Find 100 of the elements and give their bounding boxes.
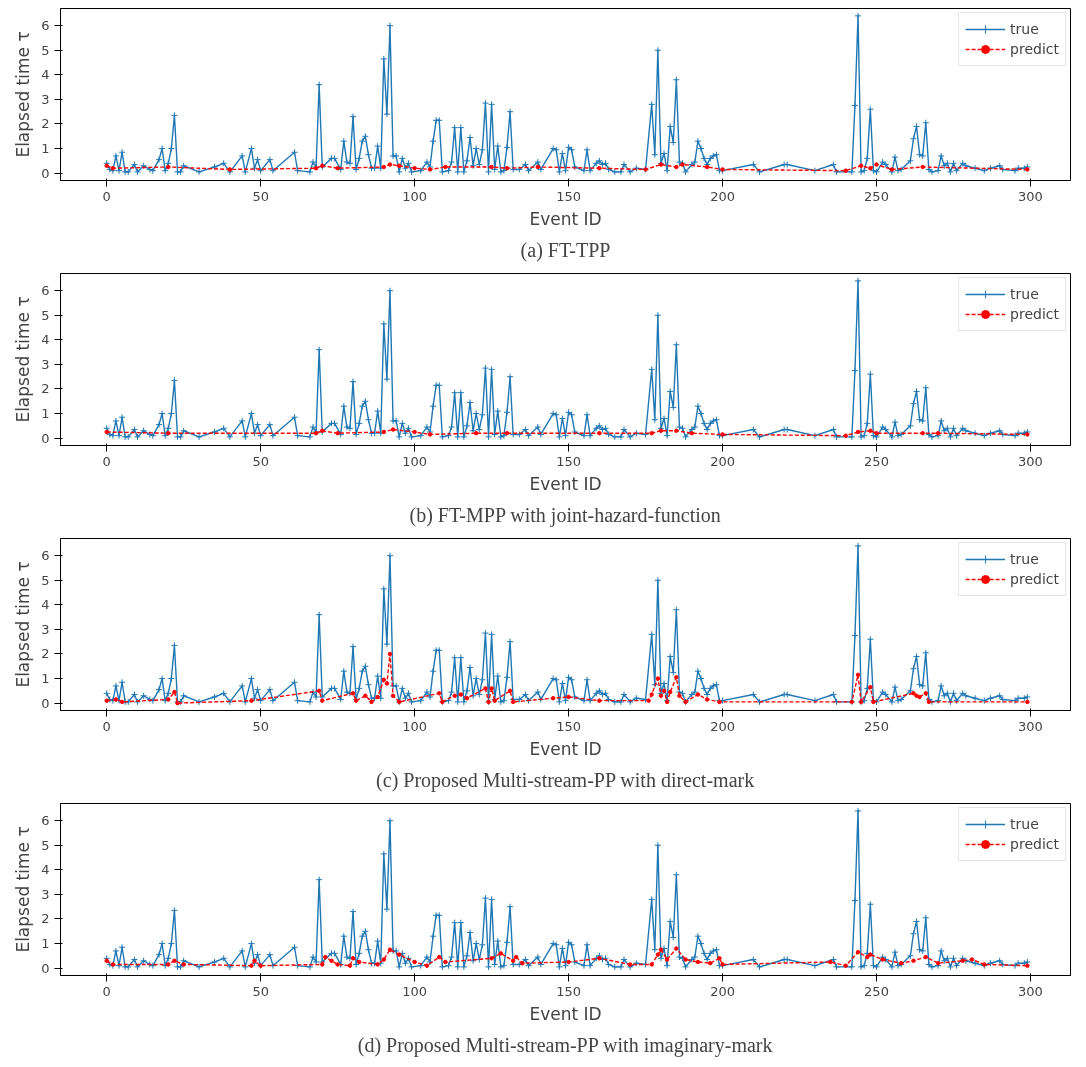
y-tick-label: 3: [41, 356, 50, 372]
point: [926, 699, 932, 705]
y-axis-title: Elapsed time τ: [13, 826, 34, 953]
point: [390, 427, 396, 432]
x-tick-label: 100: [402, 718, 428, 734]
y-tick-label: 4: [41, 332, 50, 348]
point: [181, 962, 186, 967]
x-axis-title: Event ID: [529, 208, 602, 229]
legend-label: true: [1010, 551, 1039, 567]
point: [597, 165, 602, 171]
point: [375, 694, 380, 700]
legend-label: predict: [1010, 571, 1059, 587]
point: [104, 429, 109, 435]
x-tick-label: 0: [102, 718, 111, 734]
point: [166, 430, 171, 436]
point: [969, 957, 975, 962]
point: [865, 954, 870, 960]
legend-label: predict: [1010, 836, 1059, 852]
point: [655, 952, 661, 957]
point: [550, 695, 556, 701]
x-tick-label: 300: [1018, 983, 1043, 999]
point: [935, 960, 941, 966]
x-tick-label: 150: [556, 453, 581, 469]
point: [1025, 167, 1030, 172]
y-tick-label: 1: [41, 936, 50, 952]
x-tick-label: 100: [402, 983, 428, 999]
point: [427, 167, 433, 172]
x-tick-label: 200: [710, 718, 735, 734]
y-tick-label: 6: [41, 283, 50, 299]
point: [316, 688, 322, 694]
x-tick-label: 300: [1018, 718, 1043, 734]
point: [649, 430, 654, 436]
point: [443, 959, 448, 965]
point: [874, 162, 879, 167]
text: (b) FT-MPP with joint-hazard-function: [409, 503, 721, 527]
x-tick-label: 0: [102, 983, 111, 999]
point: [249, 963, 254, 968]
point: [920, 430, 925, 436]
y-tick-label: 4: [41, 862, 50, 878]
x-tick-label: 250: [864, 188, 889, 204]
x-tick-label: 0: [102, 453, 111, 469]
point: [387, 162, 393, 167]
y-axis-title: Elapsed time τ: [13, 296, 34, 423]
x-tick-label: 250: [864, 718, 889, 734]
point: [412, 165, 417, 171]
x-tick-label: 300: [1018, 188, 1043, 204]
y-tick-label: 6: [41, 813, 50, 829]
point: [674, 164, 679, 170]
point: [868, 952, 873, 957]
point: [674, 675, 679, 680]
point: [356, 959, 362, 965]
point: [384, 681, 390, 686]
point: [329, 958, 334, 963]
legend-label: true: [1010, 816, 1039, 832]
point: [1025, 432, 1030, 437]
y-tick-label: 0: [41, 960, 50, 976]
x-tick-label: 250: [864, 983, 889, 999]
x-tick-label: 250: [864, 453, 889, 469]
y-tick-label: 1: [41, 671, 50, 687]
y-tick-label: 6: [41, 548, 50, 564]
text: (c) Proposed Multi-stream-PP with direct-mark: [376, 768, 755, 792]
y-tick-label: 5: [41, 307, 50, 323]
point: [335, 430, 340, 436]
point: [504, 430, 510, 436]
point: [649, 692, 654, 697]
point: [935, 430, 941, 436]
point: [695, 692, 701, 697]
point: [597, 956, 602, 961]
point: [510, 958, 516, 963]
y-tick-label: 1: [41, 141, 50, 157]
point: [566, 959, 571, 965]
point: [381, 677, 387, 683]
y-tick-label: 0: [41, 695, 50, 711]
y-tick-label: 3: [41, 886, 50, 902]
point: [412, 959, 417, 965]
point: [843, 168, 848, 173]
x-tick-label: 100: [402, 188, 428, 204]
point: [520, 960, 525, 966]
point: [874, 430, 879, 436]
x-axis-title: Event ID: [529, 1003, 602, 1024]
y-tick-label: 2: [41, 116, 50, 132]
point: [452, 693, 457, 698]
x-tick-label: 0: [102, 188, 111, 204]
point: [489, 956, 494, 961]
y-tick-label: 1: [41, 406, 50, 422]
point: [390, 693, 396, 698]
point: [473, 430, 479, 436]
point: [914, 693, 919, 698]
point: [381, 164, 387, 170]
y-tick-label: 0: [41, 165, 50, 181]
point: [319, 698, 325, 703]
point: [535, 164, 541, 170]
y-tick-label: 4: [41, 67, 50, 83]
point: [172, 958, 177, 963]
point: [707, 960, 713, 966]
point: [347, 963, 353, 968]
point: [868, 684, 873, 690]
point: [249, 698, 254, 703]
point: [868, 165, 873, 171]
x-tick-label: 50: [252, 188, 269, 204]
